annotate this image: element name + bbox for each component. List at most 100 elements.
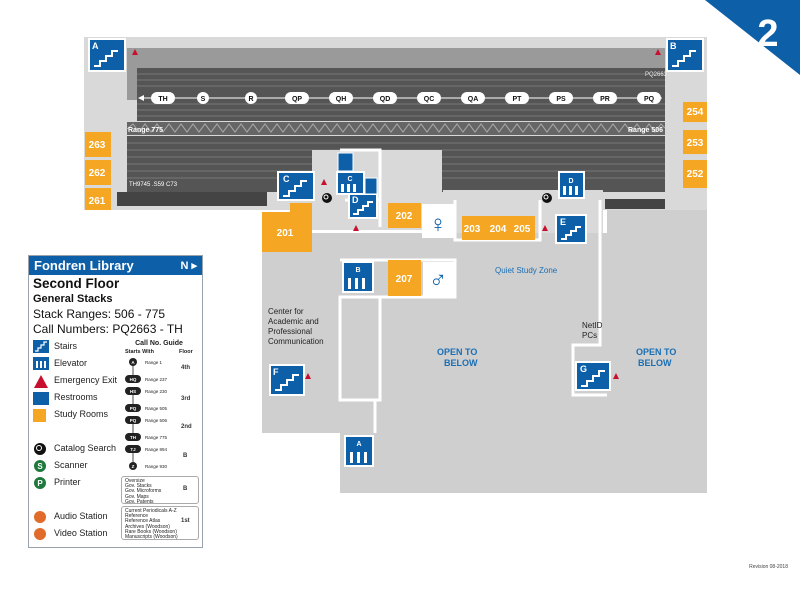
study-room-252[interactable] (683, 160, 707, 188)
revision-label: Revision 08-2018 (749, 564, 788, 570)
svg-text:Center for: Center for (268, 307, 304, 316)
call-number-guide: Call No. Guide Starts With Floor A HQ (119, 340, 201, 540)
svg-text:PR: PR (600, 96, 610, 103)
floor-title: Second Floor (33, 276, 120, 291)
oversize-box: Oversize Gov. Stacks Gov. Microforms Gov… (121, 476, 199, 505)
study-room-201[interactable] (262, 203, 312, 252)
study-rooms-203-205[interactable] (462, 216, 535, 240)
svg-text:QA: QA (468, 96, 479, 103)
svg-text:HS: HS (130, 389, 136, 394)
svg-text:HQ: HQ (130, 377, 137, 382)
svg-text:254: 254 (687, 107, 704, 118)
first-floor-box: Current Periodicals A-Z Reference Refere… (121, 506, 199, 540)
netid-label: NetID PCs (582, 321, 603, 340)
svg-text:OPEN TO: OPEN TO (437, 347, 477, 357)
range-right: Range 506 (628, 127, 663, 134)
th-label: TH9745 .S59 C73 (129, 182, 178, 188)
svg-text:A: A (131, 360, 135, 365)
svg-text:D: D (352, 195, 359, 205)
svg-text:QD: QD (380, 96, 391, 103)
restroom-icon (422, 204, 455, 238)
svg-text:BELOW: BELOW (444, 358, 478, 368)
guide-rows: A HQ HS PQ PQ TH TJ Z Range 1 Range 237 … (125, 358, 168, 470)
svg-text:PCs: PCs (582, 331, 597, 340)
svg-text:♀: ♀ (429, 211, 447, 238)
emergency-exit-icon (34, 375, 48, 388)
cape-label: Center for Academic and Professional Com… (268, 307, 324, 346)
svg-text:F: F (273, 367, 279, 377)
svg-text:252: 252 (687, 169, 704, 180)
study-room-207[interactable] (388, 260, 421, 296)
svg-text:QC: QC (424, 96, 435, 103)
svg-text:263: 263 (89, 140, 106, 151)
zigzag-divider (127, 122, 665, 135)
open-to-below-2: OPEN TO BELOW (636, 347, 676, 368)
svg-text:Range 505: Range 505 (145, 406, 168, 411)
key-printer: Printer (54, 477, 81, 487)
svg-text:BELOW: BELOW (638, 358, 672, 368)
svg-text:202: 202 (396, 211, 413, 222)
svg-text:204: 204 (490, 224, 507, 235)
call-numbers: Call Numbers: PQ2663 - TH (33, 322, 183, 336)
svg-text:TH: TH (158, 96, 167, 103)
svg-text:OPEN TO: OPEN TO (636, 347, 676, 357)
svg-text:S: S (201, 96, 206, 103)
svg-text:Professional: Professional (268, 327, 312, 336)
svg-text:205: 205 (514, 224, 531, 235)
svg-text:253: 253 (687, 138, 704, 149)
svg-text:Range 506: Range 506 (145, 418, 168, 423)
svg-text:D: D (568, 178, 573, 185)
library-name: Fondren Library (34, 258, 134, 273)
svg-text:Academic and: Academic and (268, 317, 319, 326)
svg-text:A: A (356, 441, 361, 448)
svg-text:261: 261 (89, 196, 106, 207)
svg-text:Range 894: Range 894 (145, 447, 168, 452)
study-room-254[interactable] (683, 102, 707, 122)
video-station-icon (34, 528, 46, 540)
key-video-station: Video Station (54, 528, 108, 538)
legend-icons: S P (33, 340, 49, 540)
svg-text:B: B (355, 267, 360, 274)
study-room-icon (33, 409, 46, 422)
svg-text:262: 262 (89, 168, 106, 179)
study-room-262[interactable] (85, 160, 111, 185)
catalog-search-icon (34, 443, 46, 455)
svg-text:PS: PS (556, 96, 566, 103)
svg-text:Range 1: Range 1 (145, 360, 163, 365)
svg-text:Range 930: Range 930 (145, 464, 168, 469)
open-to-below-1: OPEN TO BELOW (437, 347, 478, 368)
svg-text:P: P (37, 479, 43, 488)
restroom-icon (423, 262, 455, 296)
key-audio-station: Audio Station (54, 511, 108, 521)
range-left: Range 775 (128, 127, 163, 134)
svg-text:Z: Z (132, 464, 135, 469)
svg-text:Communication: Communication (268, 337, 324, 346)
study-room-261[interactable] (85, 188, 111, 210)
svg-text:Range 775: Range 775 (145, 435, 168, 440)
svg-text:QH: QH (336, 96, 347, 103)
floor-badge-bg (705, 0, 800, 75)
svg-text:R: R (248, 96, 253, 103)
svg-text:A: A (92, 41, 99, 51)
scanner-icon (34, 460, 46, 472)
svg-text:Range 237: Range 237 (145, 377, 168, 382)
svg-text:203: 203 (464, 224, 481, 235)
study-room-263[interactable] (85, 132, 111, 157)
svg-text:C: C (283, 174, 290, 184)
north-indicator: N ▸ (180, 260, 197, 272)
key-catalog-search: Catalog Search (54, 443, 117, 453)
call-number-markers (151, 92, 661, 104)
svg-text:TJ: TJ (130, 447, 136, 452)
printer-icon (34, 477, 46, 489)
key-study-rooms: Study Rooms (54, 409, 109, 419)
legend-header: Fondren Library N ▸ (29, 256, 202, 275)
study-room-253[interactable] (683, 130, 707, 154)
pq2663-label: PQ2663 (645, 72, 668, 78)
key-elevator: Elevator (54, 358, 88, 368)
study-room-202[interactable] (388, 203, 421, 228)
key-stairs: Stairs (54, 341, 78, 351)
svg-text:B: B (670, 41, 677, 51)
svg-text:E: E (560, 217, 566, 227)
stack-ranges: Stack Ranges: 506 - 775 (33, 307, 166, 321)
key-emergency-exit: Emergency Exit (54, 375, 118, 385)
